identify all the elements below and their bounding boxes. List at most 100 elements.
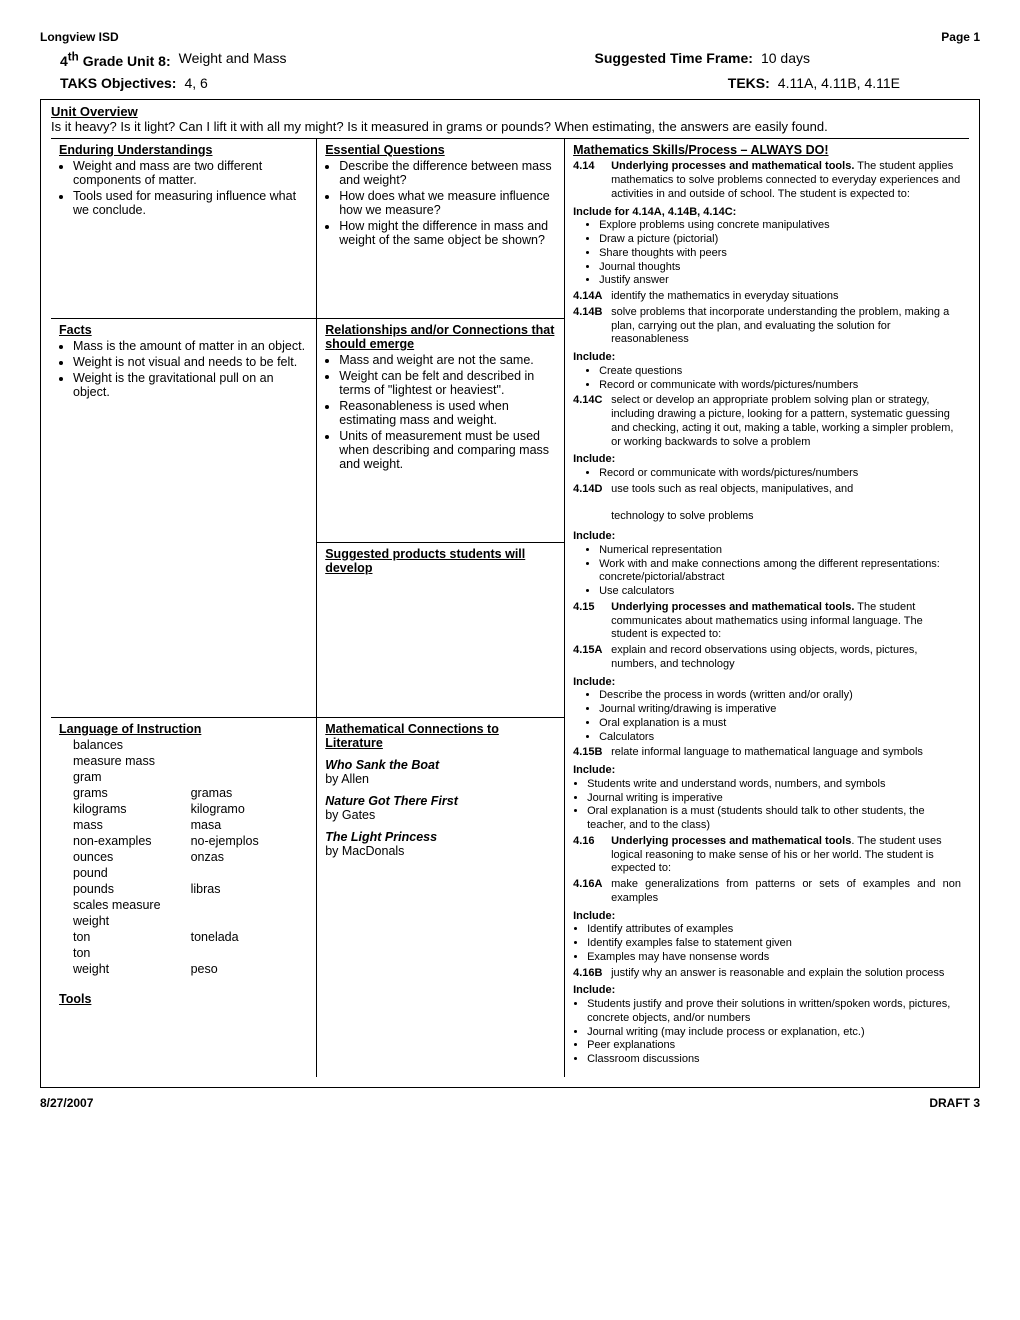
list-item: Work with and make connections among the… bbox=[599, 558, 961, 586]
list-item: Classroom discussions bbox=[587, 1053, 961, 1067]
lang-cell: Language of Instruction balances measure … bbox=[51, 717, 317, 1077]
vocab-en: pounds bbox=[73, 882, 191, 896]
list-item: Identify examples false to statement giv… bbox=[587, 937, 961, 951]
book-author: by Gates bbox=[325, 808, 556, 822]
list-item: Mass and weight are not the same. bbox=[339, 353, 556, 367]
main-content-box: Unit Overview Is it heavy? Is it light? … bbox=[40, 99, 980, 1088]
list-item: Weight can be felt and described in term… bbox=[339, 369, 556, 397]
list-item: Examples may have nonsense words bbox=[587, 951, 961, 965]
vocab-en: non-examples bbox=[73, 834, 191, 848]
list-item: Numerical representation bbox=[599, 544, 961, 558]
taks-label: TAKS Objectives: bbox=[60, 75, 176, 91]
vocab-en: kilograms bbox=[73, 802, 191, 816]
list-item: Record or communicate with words/picture… bbox=[599, 467, 961, 481]
facts-heading: Facts bbox=[59, 323, 308, 337]
taks-value: 4, 6 bbox=[184, 75, 207, 91]
vocab-en: ton bbox=[73, 930, 191, 944]
vocab-en: ton bbox=[73, 946, 191, 960]
vocab-en: grams bbox=[73, 786, 191, 800]
vocab-es bbox=[191, 770, 309, 784]
list-item: Describe the difference between mass and… bbox=[339, 159, 556, 187]
vocab-en: gram bbox=[73, 770, 191, 784]
list-item: Peer explanations bbox=[587, 1039, 961, 1053]
sugg-cell: Suggested products students will develop bbox=[317, 542, 565, 716]
footer-date: 8/27/2007 bbox=[40, 1096, 93, 1110]
sugg-heading: Suggested products students will develop bbox=[325, 547, 556, 575]
vocab-es: masa bbox=[191, 818, 309, 832]
rel-cell: Relationships and/or Connections that sh… bbox=[317, 318, 565, 542]
list-item: Journal writing/drawing is imperative bbox=[599, 703, 961, 717]
list-item: Describe the process in words (written a… bbox=[599, 689, 961, 703]
list-item: Identify attributes of examples bbox=[587, 923, 961, 937]
vocab-es bbox=[191, 738, 309, 752]
list-item: How does what we measure influence how w… bbox=[339, 189, 556, 217]
vocab-es: libras bbox=[191, 882, 309, 896]
time-value: 10 days bbox=[761, 50, 810, 69]
list-item: Units of measurement must be used when d… bbox=[339, 429, 556, 471]
list-item: Students justify and prove their solutio… bbox=[587, 998, 961, 1026]
list-item: Journal thoughts bbox=[599, 261, 961, 275]
lit-heading: Mathematical Connections to Literature bbox=[325, 722, 556, 750]
eq-cell: Essential Questions Describe the differe… bbox=[317, 139, 565, 318]
vocab-es bbox=[191, 754, 309, 768]
list-item: Oral explanation is a must bbox=[599, 717, 961, 731]
list-item: Explore problems using concrete manipula… bbox=[599, 219, 961, 233]
vocab-en: ounces bbox=[73, 850, 191, 864]
list-item: Record or communicate with words/picture… bbox=[599, 379, 961, 393]
list-item: Journal writing is imperative bbox=[587, 792, 961, 806]
list-item: Justify answer bbox=[599, 274, 961, 288]
list-item: Draw a picture (pictorial) bbox=[599, 233, 961, 247]
list-item: Weight is the gravitational pull on an o… bbox=[73, 371, 308, 399]
vocab-es bbox=[191, 946, 309, 960]
vocab-es bbox=[191, 866, 309, 880]
tools-heading: Tools bbox=[59, 992, 308, 1006]
list-item: Students write and understand words, num… bbox=[587, 778, 961, 792]
enduring-cell: Enduring Understandings Weight and mass … bbox=[51, 139, 317, 318]
list-item: Create questions bbox=[599, 365, 961, 379]
list-item: Mass is the amount of matter in an objec… bbox=[73, 339, 308, 353]
lang-heading: Language of Instruction bbox=[59, 722, 308, 736]
vocab-en: balances bbox=[73, 738, 191, 752]
list-item: How might the difference in mass and wei… bbox=[339, 219, 556, 247]
eq-heading: Essential Questions bbox=[325, 143, 556, 157]
lit-cell: Mathematical Connections to Literature W… bbox=[317, 717, 565, 1077]
vocab-en: measure mass bbox=[73, 754, 191, 768]
vocab-es bbox=[191, 898, 309, 912]
time-label: Suggested Time Frame: bbox=[595, 50, 753, 69]
vocab-en: weight bbox=[73, 962, 191, 976]
vocab-es: kilogramo bbox=[191, 802, 309, 816]
footer-draft: DRAFT 3 bbox=[929, 1096, 980, 1110]
list-item: Weight and mass are two different compon… bbox=[73, 159, 308, 187]
math-cell: Mathematics Skills/Process – ALWAYS DO! … bbox=[565, 139, 969, 1077]
math-title: Mathematics Skills/Process – ALWAYS DO! bbox=[573, 143, 961, 159]
book-title: The Light Princess bbox=[325, 830, 556, 844]
org-name: Longview ISD bbox=[40, 30, 119, 44]
overview-text: Is it heavy? Is it light? Can I lift it … bbox=[51, 119, 969, 134]
vocab-es: no-ejemplos bbox=[191, 834, 309, 848]
overview-heading: Unit Overview bbox=[51, 104, 969, 119]
book-title: Who Sank the Boat bbox=[325, 758, 556, 772]
vocab-es: tonelada bbox=[191, 930, 309, 944]
rel-heading: Relationships and/or Connections that sh… bbox=[325, 323, 556, 351]
list-item: Reasonableness is used when estimating m… bbox=[339, 399, 556, 427]
list-item: Calculators bbox=[599, 731, 961, 745]
list-item: Weight is not visual and needs to be fel… bbox=[73, 355, 308, 369]
book-author: by MacDonals bbox=[325, 844, 556, 858]
page-number: Page 1 bbox=[941, 30, 980, 44]
unit-label: 4th Grade Unit 8: bbox=[60, 50, 171, 69]
book-author: by Allen bbox=[325, 772, 556, 786]
enduring-heading: Enduring Understandings bbox=[59, 143, 308, 157]
book-title: Nature Got There First bbox=[325, 794, 556, 808]
vocab-es bbox=[191, 914, 309, 928]
list-item: Tools used for measuring influence what … bbox=[73, 189, 308, 217]
list-item: Share thoughts with peers bbox=[599, 247, 961, 261]
teks-value: 4.11A, 4.11B, 4.11E bbox=[778, 75, 900, 91]
vocab-en: scales measure bbox=[73, 898, 191, 912]
list-item: Journal writing (may include process or … bbox=[587, 1026, 961, 1040]
vocab-es: onzas bbox=[191, 850, 309, 864]
vocab-es: gramas bbox=[191, 786, 309, 800]
vocab-en: pound bbox=[73, 866, 191, 880]
vocab-en: weight bbox=[73, 914, 191, 928]
facts-cell: Facts Mass is the amount of matter in an… bbox=[51, 318, 317, 717]
unit-title: Weight and Mass bbox=[179, 50, 287, 69]
